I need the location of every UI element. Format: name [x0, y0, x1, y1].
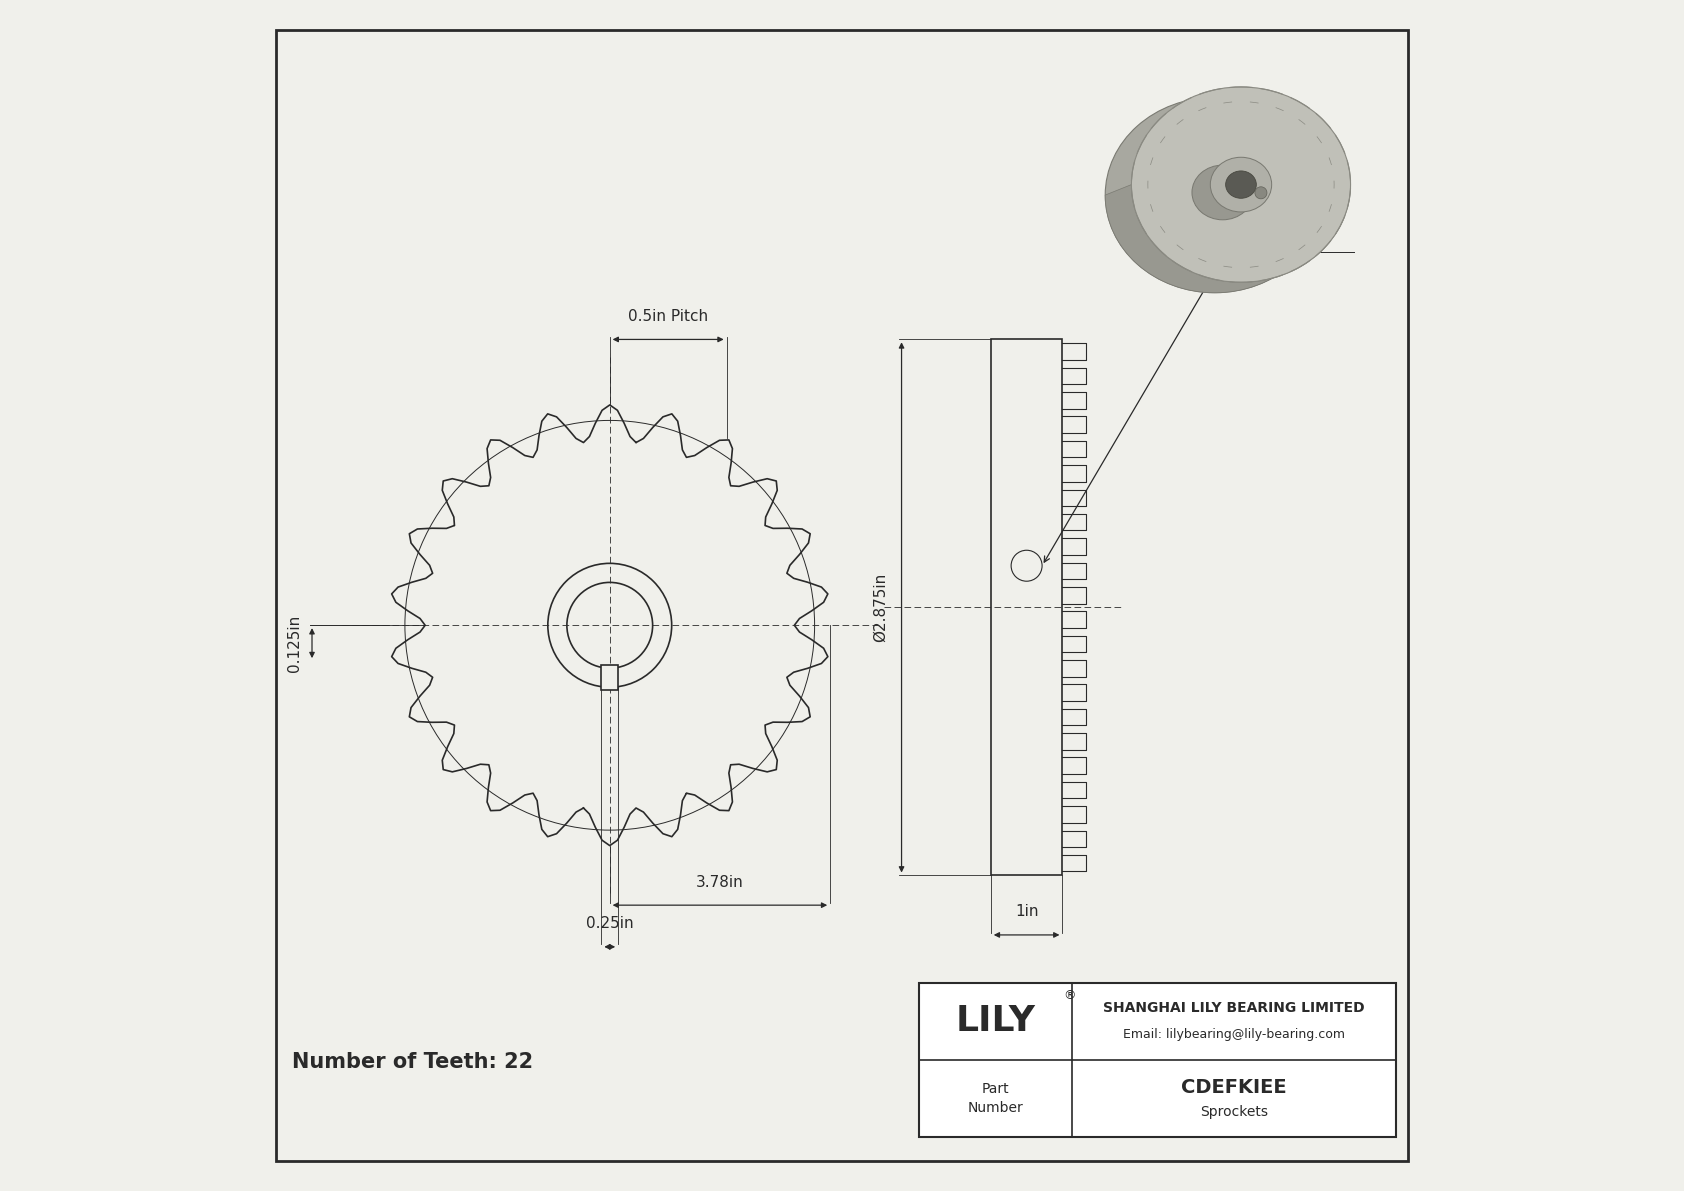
Text: 3.78in: 3.78in — [695, 874, 744, 890]
Ellipse shape — [1105, 98, 1324, 293]
Bar — [601, 665, 618, 690]
Text: 0.25in: 0.25in — [586, 916, 633, 931]
Text: Sprockets: Sprockets — [1199, 1105, 1268, 1118]
Text: ®: ® — [1064, 989, 1076, 1002]
Text: 0.5in Pitch: 0.5in Pitch — [628, 308, 709, 324]
Text: SHANGHAI LILY BEARING LIMITED: SHANGHAI LILY BEARING LIMITED — [1103, 1002, 1364, 1015]
Text: 5/16"-18 x5/16"
Set Screw: 5/16"-18 x5/16" Set Screw — [1218, 220, 1327, 250]
Text: 0.125in: 0.125in — [286, 615, 301, 672]
Ellipse shape — [1226, 172, 1256, 198]
Text: Email: lilybearing@lily-bearing.com: Email: lilybearing@lily-bearing.com — [1123, 1028, 1346, 1041]
Text: LILY: LILY — [957, 1004, 1036, 1039]
Ellipse shape — [1132, 87, 1351, 282]
Ellipse shape — [1192, 166, 1253, 220]
Polygon shape — [1105, 185, 1351, 293]
Text: 1in: 1in — [1015, 904, 1039, 919]
Bar — [919, 983, 1396, 1137]
Ellipse shape — [1211, 157, 1271, 212]
Circle shape — [1255, 187, 1266, 199]
Text: Part
Number: Part Number — [968, 1083, 1024, 1115]
Text: Ø2.875in: Ø2.875in — [872, 573, 887, 642]
Text: Number of Teeth: 22: Number of Teeth: 22 — [291, 1052, 532, 1072]
Bar — [990, 339, 1063, 875]
Text: CDEFKIEE: CDEFKIEE — [1180, 1079, 1287, 1097]
